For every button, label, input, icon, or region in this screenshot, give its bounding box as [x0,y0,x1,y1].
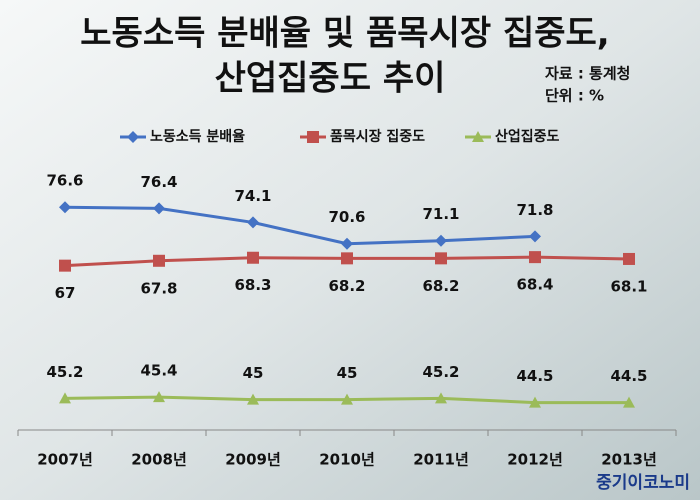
data-label: 68.4 [516,276,553,294]
data-label: 45 [243,364,264,382]
marker [59,201,71,214]
marker [247,251,259,264]
marker [529,396,541,408]
data-label: 71.8 [516,201,553,219]
watermark: 중기이코노미 [596,473,690,493]
x-tick-label: 2011년 [413,451,469,469]
data-label: 45 [337,364,358,382]
x-tick-label: 2013년 [601,451,657,469]
marker [59,259,71,272]
data-label: 67 [55,284,76,302]
marker [435,252,447,265]
marker [307,131,319,143]
data-label: 45.2 [422,363,459,381]
marker [59,392,71,404]
marker [153,254,165,267]
x-tick-label: 2009년 [225,451,281,469]
marker [341,237,353,250]
data-label: 44.5 [610,367,647,385]
marker [341,393,353,405]
legend-label: 품목시장 집중도 [330,128,425,145]
marker [435,392,447,404]
chart-title: 노동소득 분배율 및 품목시장 집중도, [80,14,609,54]
x-tick-label: 2010년 [319,451,375,469]
legend-label: 산업집중도 [495,128,560,145]
data-label: 68.3 [234,276,271,294]
marker [435,234,447,247]
unit: 단위 : % [545,87,604,105]
x-tick-label: 2007년 [37,451,93,469]
data-label: 76.4 [140,173,177,191]
data-label: 68.2 [328,277,365,295]
marker [127,131,139,143]
marker [247,393,259,405]
data-label: 67.8 [140,279,177,297]
marker [623,252,635,265]
series-line [64,205,536,246]
marker [153,391,165,403]
marker [153,202,165,215]
marker [341,252,353,265]
x-tick-label: 2008년 [131,451,187,469]
chart-title: 산업집중도 추이 [215,59,446,99]
data-label: 74.1 [234,187,271,205]
data-label: 68.1 [610,277,647,295]
data-label: 71.1 [422,205,459,223]
data-label: 45.4 [140,362,177,380]
marker [529,251,541,264]
marker [472,131,484,142]
x-tick-label: 2012년 [507,451,563,469]
data-label: 45.2 [46,363,83,381]
marker [247,216,259,229]
data-label: 76.6 [46,172,83,190]
data-label: 44.5 [516,367,553,385]
data-label: 68.2 [422,277,459,295]
legend-label: 노동소득 분배율 [150,128,245,145]
source: 자료 : 통계청 [545,65,630,83]
marker [623,396,635,408]
data-label: 70.6 [328,208,365,226]
marker [529,230,541,243]
